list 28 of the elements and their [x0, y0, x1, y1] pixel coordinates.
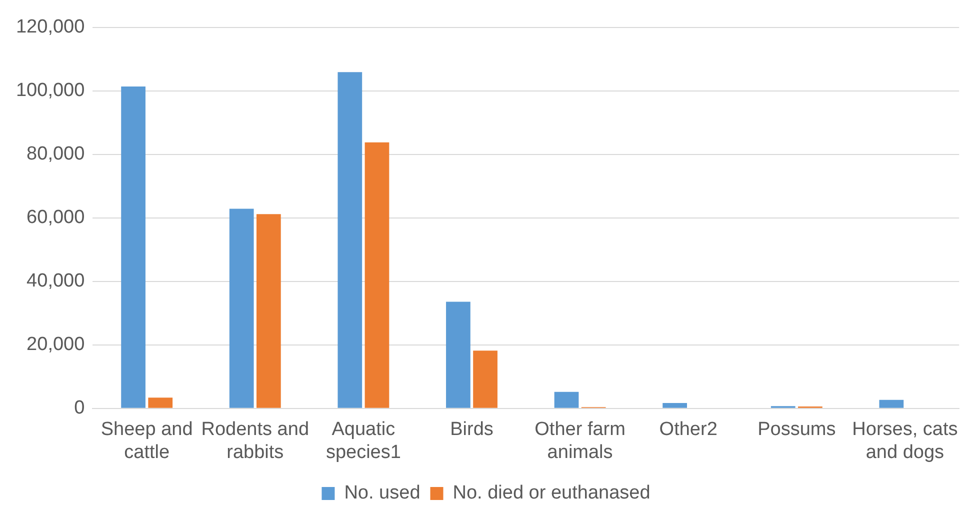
y-tick-label: 100,000: [16, 80, 85, 102]
bar: [554, 392, 579, 408]
y-tick-label: 60,000: [26, 207, 85, 228]
x-tick-label: Rodents and rabbits: [201, 419, 310, 463]
x-tick-label: Other2: [659, 419, 718, 440]
bar: [148, 398, 173, 408]
y-tick-label: 0: [74, 398, 85, 419]
x-tick-label: Sheep and cattle: [100, 419, 193, 463]
x-tick-label: Birds: [450, 419, 494, 440]
x-tick-label: Possums: [758, 419, 836, 440]
bar: [364, 142, 390, 408]
y-tick-label: 20,000: [26, 334, 85, 356]
y-tick-label: 40,000: [26, 270, 85, 292]
bar: [473, 350, 498, 408]
x-tick-label: Aquatic species1: [326, 419, 401, 463]
x-tick-label: Other farm animals: [534, 419, 626, 463]
bar: [121, 86, 146, 408]
bar: [229, 208, 254, 408]
bar: [338, 72, 362, 408]
legend-label: No. used: [344, 482, 420, 504]
y-tick-label: 80,000: [26, 144, 85, 165]
bar: [879, 400, 904, 408]
legend-label: No. died or euthanased: [452, 482, 650, 504]
bar: [256, 214, 281, 408]
bar: [446, 302, 470, 408]
x-tick-label: Horses, cats and dogs: [852, 419, 958, 463]
bar: [662, 403, 687, 408]
y-tick-label: 120,000: [16, 16, 85, 38]
